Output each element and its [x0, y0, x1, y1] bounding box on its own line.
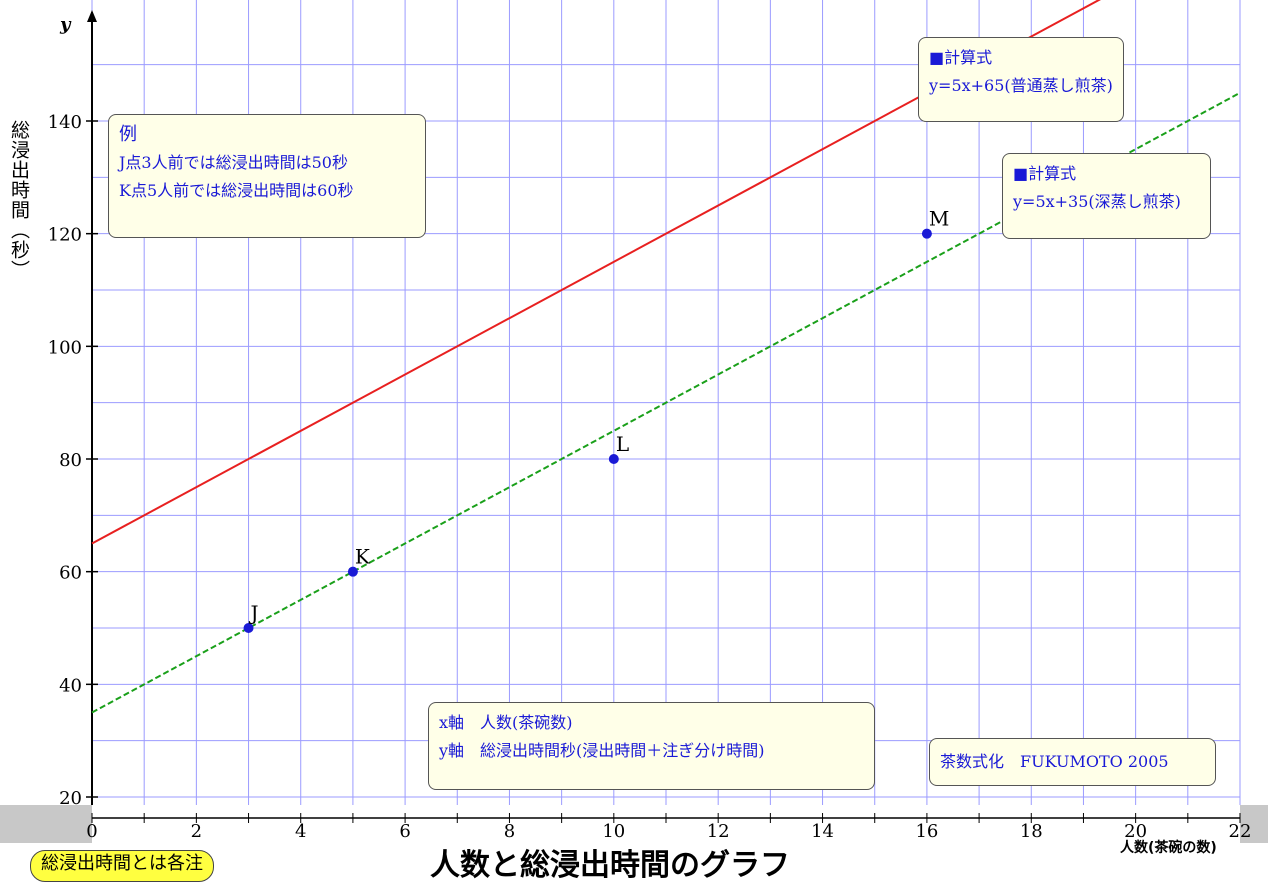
- example-box: 例 J点3人前では総浸出時間は50秒 K点5人前では総浸出時間は60秒: [108, 114, 426, 238]
- formula-box-deep-steamed-title: ■計算式: [1013, 164, 1077, 183]
- data-point-label-k: K: [355, 545, 371, 569]
- y-tick-label: 120: [48, 225, 82, 246]
- y-tick-label: 100: [48, 337, 82, 358]
- axes-description-x: x軸 人数(茶碗数): [439, 713, 573, 732]
- y-axis-letter: y: [59, 14, 72, 35]
- example-title: 例: [119, 124, 137, 145]
- y-axis-unit: （秒）: [8, 220, 30, 280]
- example-line-1: J点3人前では総浸出時間は50秒: [119, 153, 348, 172]
- chart-title: 人数と総浸出時間のグラフ: [430, 848, 790, 883]
- credit-box: 茶数式化 FUKUMOTO 2005: [929, 738, 1216, 786]
- x-tick-label: 2: [191, 821, 202, 842]
- y-axis-panel: [0, 0, 92, 805]
- axes-description-box: x軸 人数(茶碗数) y軸 総浸出時間秒(浸出時間＋注ぎ分け時間): [428, 702, 875, 790]
- x-axis-title: 人数(茶碗の数): [1120, 840, 1217, 856]
- example-line-2: K点5人前では総浸出時間は60秒: [119, 181, 354, 200]
- series-line-2: [91, 91, 1241, 714]
- y-axis-label: 総浸出時間: [8, 120, 30, 220]
- formula-box-deep-steamed: ■計算式 y=5x+35(深蒸し煎茶): [1002, 153, 1211, 239]
- y-tick-label: 20: [59, 788, 82, 809]
- x-tick-label: 0: [86, 821, 97, 842]
- x-tick-label: 18: [1020, 821, 1043, 842]
- x-tick-label: 4: [295, 821, 306, 842]
- axes-description-y: y軸 総浸出時間秒(浸出時間＋注ぎ分け時間): [439, 741, 765, 760]
- formula-box-steamed-title: ■計算式: [929, 48, 993, 67]
- y-axis-title: 総浸出時間（秒）: [5, 120, 33, 350]
- x-axis-strip: [92, 805, 1240, 843]
- y-tick-label: 40: [59, 675, 82, 696]
- x-tick-label: 6: [399, 821, 410, 842]
- y-axis-arrow: [87, 10, 97, 22]
- x-tick-label: 22: [1229, 821, 1252, 842]
- x-tick-label: 10: [602, 821, 625, 842]
- data-point-m: [921, 228, 932, 239]
- formula-box-steamed-formula: y=5x+65(普通蒸し煎茶): [929, 76, 1113, 95]
- data-point-l: [608, 454, 619, 464]
- data-point-label-j: J: [249, 601, 259, 625]
- definition-badge: 総浸出時間とは各注: [30, 850, 214, 882]
- x-tick-label: 8: [504, 821, 515, 842]
- y-tick-label: 60: [59, 563, 82, 584]
- x-tick-label: 20: [1124, 821, 1147, 842]
- series-line-1: [91, 0, 1101, 545]
- y-tick-label: 140: [48, 112, 82, 133]
- x-tick-label: 14: [811, 821, 834, 842]
- x-tick-label: 12: [707, 821, 730, 842]
- credit-text: 茶数式化 FUKUMOTO 2005: [940, 752, 1169, 771]
- data-point-label-l: L: [616, 432, 629, 456]
- formula-box-steamed: ■計算式 y=5x+65(普通蒸し煎茶): [918, 37, 1124, 122]
- formula-box-deep-steamed-formula: y=5x+35(深蒸し煎茶): [1013, 192, 1181, 211]
- y-tick-label: 80: [59, 450, 82, 471]
- data-point-label-m: M: [929, 207, 949, 231]
- data-point-k: [347, 566, 358, 577]
- data-point-j: [243, 623, 254, 633]
- x-tick-label: 16: [915, 821, 938, 842]
